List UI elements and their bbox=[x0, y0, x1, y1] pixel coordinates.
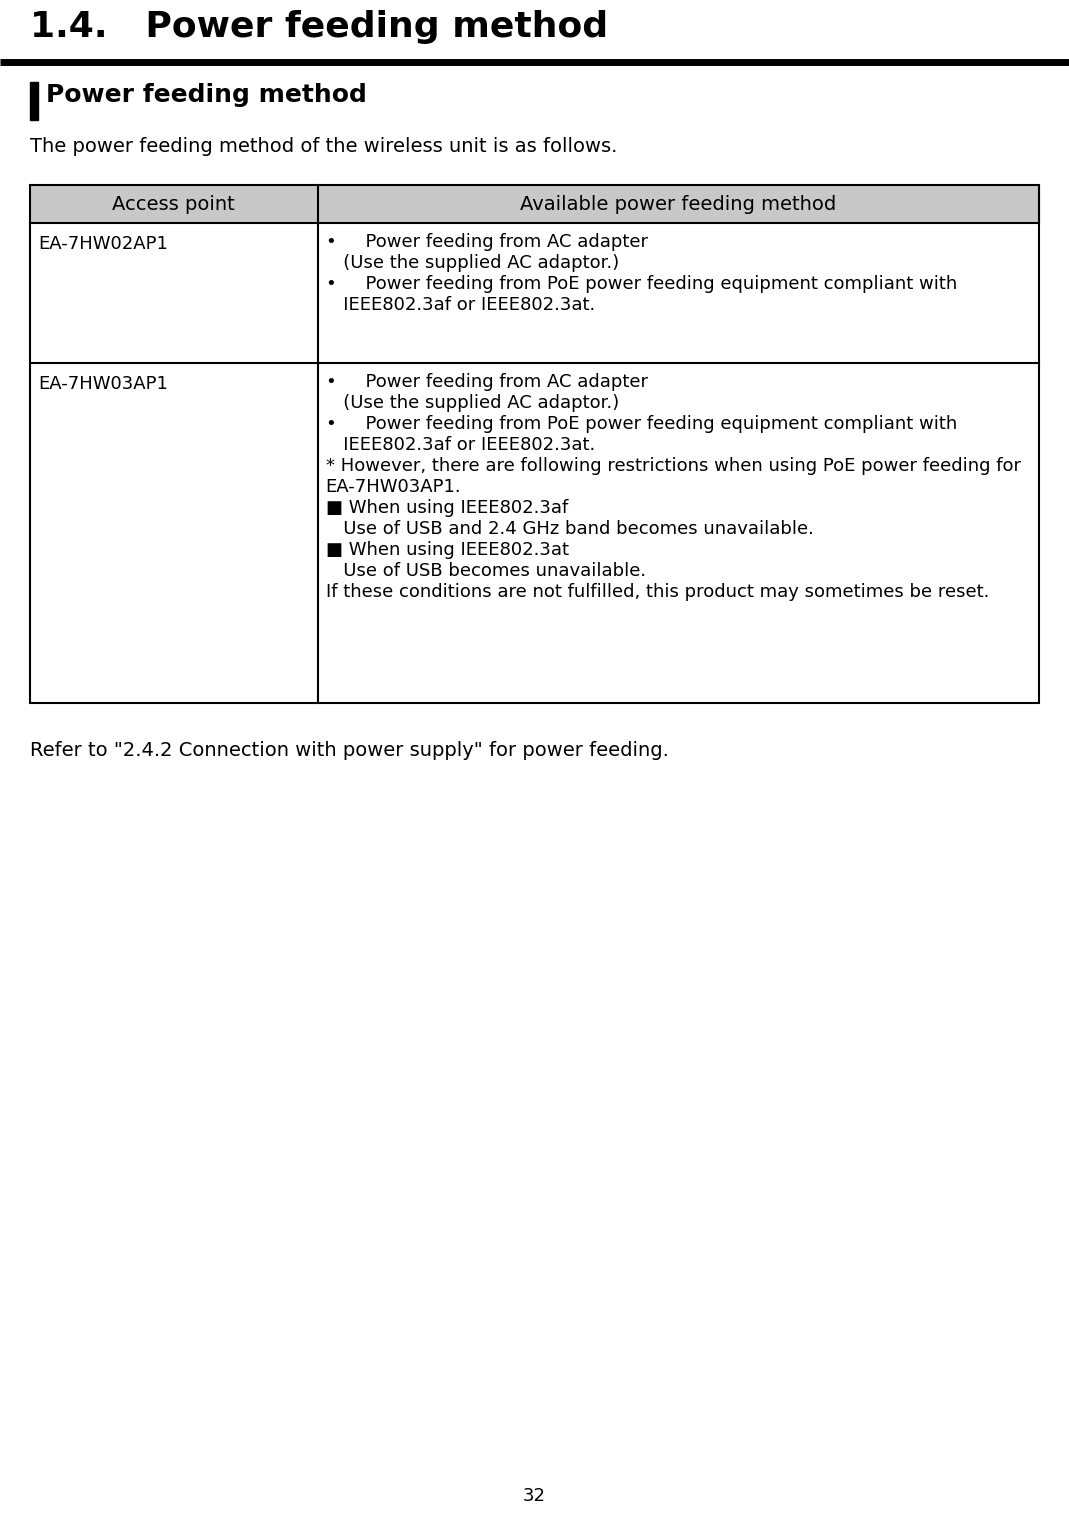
Text: EA-7HW03AP1: EA-7HW03AP1 bbox=[38, 375, 168, 393]
Text: (Use the supplied AC adaptor.): (Use the supplied AC adaptor.) bbox=[326, 394, 619, 413]
Text: EA-7HW02AP1: EA-7HW02AP1 bbox=[38, 235, 168, 253]
Text: Use of USB becomes unavailable.: Use of USB becomes unavailable. bbox=[326, 561, 646, 579]
Text: 1.4.   Power feeding method: 1.4. Power feeding method bbox=[30, 11, 608, 44]
Text: Refer to "2.4.2 Connection with power supply" for power feeding.: Refer to "2.4.2 Connection with power su… bbox=[30, 740, 669, 760]
Text: Access point: Access point bbox=[112, 194, 235, 214]
Text: Use of USB and 2.4 GHz band becomes unavailable.: Use of USB and 2.4 GHz band becomes unav… bbox=[326, 520, 814, 539]
Bar bbox=[30, 185, 1039, 702]
Bar bbox=[30, 185, 1039, 223]
Bar bbox=[30, 363, 1039, 702]
Text: ■ When using IEEE802.3at: ■ When using IEEE802.3at bbox=[326, 542, 569, 558]
Text: (Use the supplied AC adaptor.): (Use the supplied AC adaptor.) bbox=[326, 253, 619, 272]
Bar bbox=[30, 223, 1039, 363]
Text: IEEE802.3af or IEEE802.3at.: IEEE802.3af or IEEE802.3at. bbox=[326, 296, 594, 314]
Text: •     Power feeding from PoE power feeding equipment compliant with: • Power feeding from PoE power feeding e… bbox=[326, 275, 957, 293]
Text: EA-7HW03AP1.: EA-7HW03AP1. bbox=[326, 478, 461, 496]
Text: •     Power feeding from PoE power feeding equipment compliant with: • Power feeding from PoE power feeding e… bbox=[326, 416, 957, 432]
Text: Power feeding method: Power feeding method bbox=[46, 83, 367, 108]
Text: IEEE802.3af or IEEE802.3at.: IEEE802.3af or IEEE802.3at. bbox=[326, 435, 594, 454]
Text: The power feeding method of the wireless unit is as follows.: The power feeding method of the wireless… bbox=[30, 137, 618, 156]
Text: •     Power feeding from AC adapter: • Power feeding from AC adapter bbox=[326, 234, 648, 250]
Text: ■ When using IEEE802.3af: ■ When using IEEE802.3af bbox=[326, 499, 568, 517]
Text: * However, there are following restrictions when using PoE power feeding for: * However, there are following restricti… bbox=[326, 457, 1021, 475]
Text: 32: 32 bbox=[523, 1487, 546, 1505]
Text: If these conditions are not fulfilled, this product may sometimes be reset.: If these conditions are not fulfilled, t… bbox=[326, 583, 989, 601]
Bar bbox=[30, 82, 38, 120]
Text: •     Power feeding from AC adapter: • Power feeding from AC adapter bbox=[326, 373, 648, 391]
Text: Available power feeding method: Available power feeding method bbox=[521, 194, 836, 214]
